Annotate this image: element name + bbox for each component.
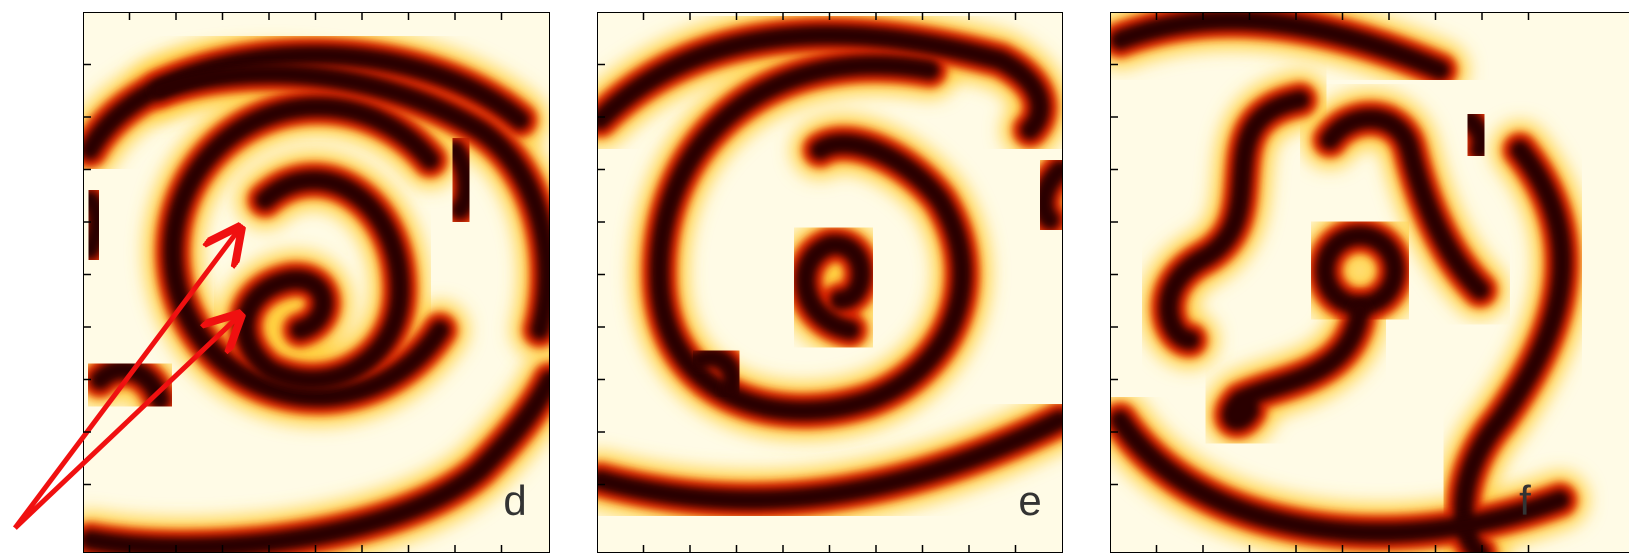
arrows: [13, 228, 240, 530]
panel-f: f: [1110, 12, 1629, 553]
wave-front: [83, 190, 108, 260]
wave-front: [649, 55, 973, 421]
wave-front: [597, 410, 1063, 510]
panel-e: e: [597, 12, 1063, 553]
wave-front: [1315, 225, 1405, 316]
arrow: [13, 228, 240, 530]
wave-front: [235, 170, 411, 390]
wave-front: [1110, 12, 1450, 80]
wave-front: [150, 63, 550, 340]
wave-pattern: [1110, 12, 1590, 553]
wave-front: [1033, 160, 1063, 230]
wave-front: [597, 25, 1050, 140]
wave-front: [83, 370, 550, 553]
wave-front: [690, 347, 743, 400]
wave-front: [1221, 300, 1370, 431]
wave-front: [1110, 410, 1570, 543]
arrow: [13, 315, 240, 530]
wave-pattern: [83, 27, 550, 553]
panel-label: e: [1018, 477, 1041, 524]
panel-label: d: [503, 477, 526, 524]
wave-front: [162, 96, 450, 407]
wave-front: [445, 140, 477, 220]
wave-front: [1320, 108, 1490, 300]
panel-d: d: [83, 12, 550, 553]
wave-front: [795, 234, 872, 340]
wave-pattern: [597, 12, 1063, 528]
wave-front: [83, 45, 530, 160]
wave-front: [1460, 110, 1492, 160]
wave-front: [1158, 90, 1310, 350]
panel-label: f: [1519, 477, 1531, 524]
